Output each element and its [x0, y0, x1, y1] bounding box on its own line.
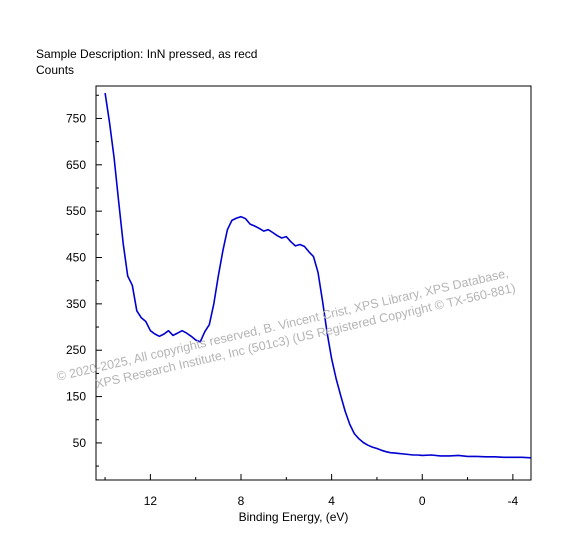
- y-axis-title: Counts: [36, 63, 75, 77]
- x-tick-label: -4: [508, 494, 519, 508]
- y-tick-label: 150: [66, 390, 86, 404]
- y-tick-label: 550: [66, 204, 86, 218]
- y-tick-label: 450: [66, 251, 86, 265]
- x-axis-ticks: 12 8 4 0 -4: [104, 474, 519, 508]
- y-tick-label: 250: [66, 343, 86, 357]
- y-tick-label: 350: [66, 297, 86, 311]
- x-tick-label: 4: [328, 494, 335, 508]
- sample-description: Sample Description: InN pressed, as recd: [36, 47, 258, 61]
- x-tick-label: 8: [238, 494, 245, 508]
- y-tick-label: 650: [66, 158, 86, 172]
- plot-frame: [95, 85, 532, 481]
- spectrum-line: [104, 92, 532, 459]
- y-tick-label: 50: [73, 436, 87, 450]
- x-axis-title: Binding Energy, (eV): [238, 510, 349, 524]
- x-tick-label: 0: [419, 494, 426, 508]
- x-tick-label: 12: [144, 494, 158, 508]
- y-tick-label: 750: [66, 111, 86, 125]
- y-axis-ticks: 50 150 250 350 450 550 650 750: [66, 94, 102, 467]
